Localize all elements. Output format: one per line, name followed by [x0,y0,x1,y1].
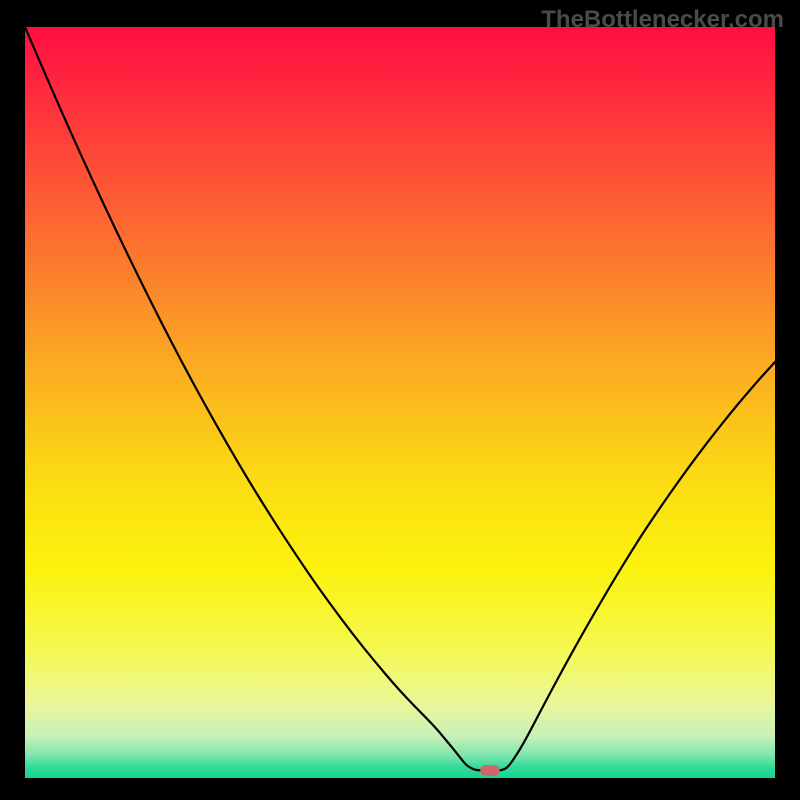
chart-frame: TheBottlenecker.com [0,0,800,800]
watermark-text: TheBottlenecker.com [541,6,784,34]
plot-area [25,27,775,778]
gradient-background [25,27,775,778]
plot-svg [25,27,775,778]
optimal-point-marker [480,765,500,776]
